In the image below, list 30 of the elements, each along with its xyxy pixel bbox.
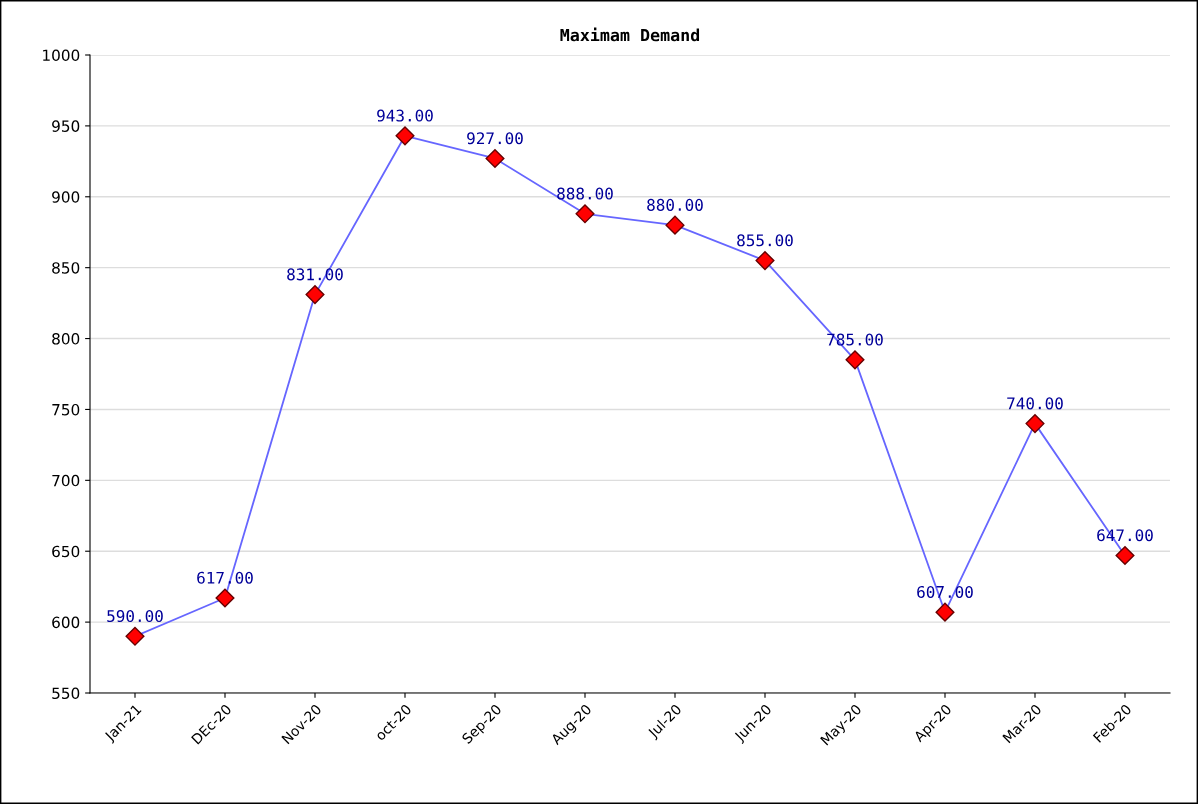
point xyxy=(575,204,595,224)
y-tick-label: 800 xyxy=(52,333,80,345)
point xyxy=(935,602,955,622)
y-tick-label: 1000 xyxy=(43,49,80,62)
y-tick-label: 950 xyxy=(52,120,80,132)
point xyxy=(845,350,865,370)
data-label: 943.00 xyxy=(377,109,433,122)
data-label: 855.00 xyxy=(737,234,793,247)
point xyxy=(395,126,415,146)
data-label: 880.00 xyxy=(647,198,703,211)
y-tick-label: 700 xyxy=(52,474,80,487)
data-label: 927.00 xyxy=(467,132,523,145)
point xyxy=(215,588,235,608)
point xyxy=(125,626,145,646)
point xyxy=(1025,414,1045,434)
data-label: 888.00 xyxy=(557,187,613,200)
y-tick-label: 600 xyxy=(52,616,80,629)
data-label: 590.00 xyxy=(107,610,163,623)
point xyxy=(305,285,325,305)
point xyxy=(1115,545,1135,566)
y-tick-label: 650 xyxy=(52,545,80,558)
point xyxy=(485,148,505,169)
point xyxy=(665,215,685,235)
chart-title: Maximam Demand xyxy=(560,27,700,42)
y-tick-label: 750 xyxy=(52,403,80,416)
y-tick-label: 550 xyxy=(52,687,80,700)
data-label: 740.00 xyxy=(1007,397,1063,410)
y-tick-label: 900 xyxy=(52,191,80,203)
y-tick-label: 850 xyxy=(52,262,80,274)
point xyxy=(755,251,775,271)
